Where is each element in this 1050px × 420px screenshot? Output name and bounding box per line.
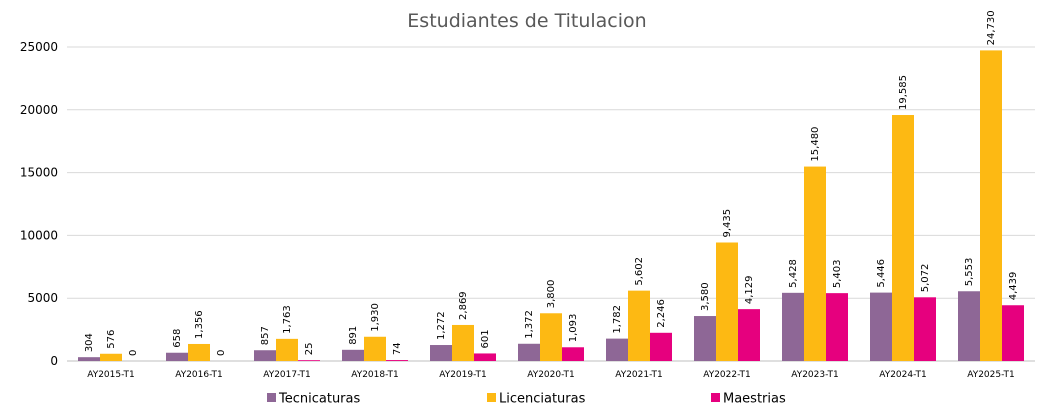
legend-swatch-maestrias [711, 393, 720, 402]
data-label: 5,553 [964, 258, 975, 287]
bar-maestrias [1002, 305, 1024, 361]
x-tick-label: AY2015-T1 [87, 370, 135, 380]
data-labels: 304 576 0 658 1,356 0 857 1,763 25 891 1,930 74 1,27… [84, 10, 1019, 356]
legend-swatch-licenciaturas [487, 393, 496, 402]
legend-label-licenciaturas: Licenciaturas [499, 392, 586, 407]
chart-title: Estudiantes de Titulacion [407, 10, 646, 32]
bar-licenciaturas [100, 353, 122, 361]
bar-maestrias [738, 309, 760, 361]
data-label: 3,800 [546, 280, 557, 309]
data-label: 4,129 [744, 275, 755, 304]
y-tick-label: 5000 [27, 291, 58, 305]
legend: Tecnicaturas Licenciaturas Maestrias [267, 392, 786, 407]
bar-licenciaturas [716, 242, 738, 361]
data-label: 19,585 [898, 75, 909, 110]
bar-licenciaturas [452, 324, 474, 361]
data-label: 5,602 [634, 257, 645, 286]
data-label: 601 [480, 329, 491, 348]
legend-label-tecnicaturas: Tecnicaturas [278, 392, 360, 407]
bar-licenciaturas [540, 313, 562, 361]
x-tick-label: AY2018-T1 [351, 370, 399, 380]
data-label: 5,072 [920, 264, 931, 293]
bar-licenciaturas [628, 290, 650, 361]
bar-tecnicaturas [518, 343, 540, 361]
y-tick-label: 15000 [20, 166, 58, 180]
data-label: 1,763 [282, 305, 293, 334]
data-label: 658 [172, 329, 183, 348]
data-label: 2,869 [458, 291, 469, 320]
bar-tecnicaturas [958, 291, 980, 361]
x-tick-label: AY2016-T1 [175, 370, 223, 380]
data-label: 5,428 [788, 259, 799, 288]
x-tick-label: AY2022-T1 [703, 370, 751, 380]
data-label: 1,093 [568, 314, 579, 343]
bar-licenciaturas [188, 343, 210, 361]
bar-tecnicaturas [870, 292, 892, 361]
data-label: 304 [84, 333, 95, 352]
legend-swatch-tecnicaturas [267, 393, 276, 402]
x-axis-ticks: AY2015-T1 AY2016-T1 AY2017-T1 AY2018-T1 AY20… [87, 370, 1015, 380]
x-tick-label: AY2019-T1 [439, 370, 487, 380]
bar-tecnicaturas [342, 349, 364, 361]
bar-licenciaturas [804, 166, 826, 361]
bar-tecnicaturas [606, 338, 628, 361]
data-label: 576 [106, 330, 117, 349]
data-label: 1,356 [194, 310, 205, 339]
bar-maestrias [914, 297, 936, 361]
data-label: 3,580 [700, 282, 711, 311]
data-label: 0 [216, 350, 227, 356]
data-label: 74 [392, 342, 403, 355]
x-tick-label: AY2024-T1 [879, 370, 927, 380]
bar-tecnicaturas [430, 345, 452, 361]
bar-maestrias [562, 347, 584, 361]
bar-licenciaturas [980, 50, 1002, 361]
bar-maestrias [826, 293, 848, 361]
data-label: 0 [128, 350, 139, 356]
data-label: 24,730 [986, 10, 997, 45]
y-tick-label: 10000 [20, 228, 58, 242]
x-tick-label: AY2023-T1 [791, 370, 839, 380]
bar-maestrias [298, 360, 320, 361]
x-tick-label: AY2021-T1 [615, 370, 663, 380]
bar-tecnicaturas [694, 316, 716, 361]
bar-maestrias [650, 332, 672, 361]
data-label: 1,930 [370, 303, 381, 332]
data-label: 5,403 [832, 259, 843, 288]
data-label: 5,446 [876, 259, 887, 288]
data-label: 1,372 [524, 310, 535, 339]
data-label: 891 [348, 326, 359, 345]
data-label: 1,782 [612, 305, 623, 334]
x-tick-label: AY2025-T1 [967, 370, 1015, 380]
data-label: 25 [304, 342, 315, 355]
bar-licenciaturas [276, 338, 298, 361]
y-axis-ticks: 0 5000 10000 15000 20000 25000 [20, 40, 58, 368]
bar-tecnicaturas [166, 352, 188, 361]
bar-tecnicaturas [782, 292, 804, 361]
y-tick-label: 25000 [20, 40, 58, 54]
bar-tecnicaturas [78, 357, 100, 361]
data-label: 4,439 [1008, 272, 1019, 301]
legend-label-maestrias: Maestrias [723, 392, 786, 407]
data-label: 15,480 [810, 127, 821, 162]
data-label: 1,272 [436, 311, 447, 340]
bars [78, 50, 1024, 362]
data-label: 2,246 [656, 299, 667, 328]
x-tick-label: AY2017-T1 [263, 370, 311, 380]
y-tick-label: 20000 [20, 103, 58, 117]
y-tick-label: 0 [50, 354, 58, 368]
bar-tecnicaturas [254, 350, 276, 361]
bar-maestrias [386, 360, 408, 361]
x-tick-label: AY2020-T1 [527, 370, 575, 380]
bar-licenciaturas [892, 115, 914, 362]
data-label: 857 [260, 326, 271, 345]
data-label: 9,435 [722, 209, 733, 238]
bar-maestrias [474, 353, 496, 361]
bar-licenciaturas [364, 336, 386, 361]
